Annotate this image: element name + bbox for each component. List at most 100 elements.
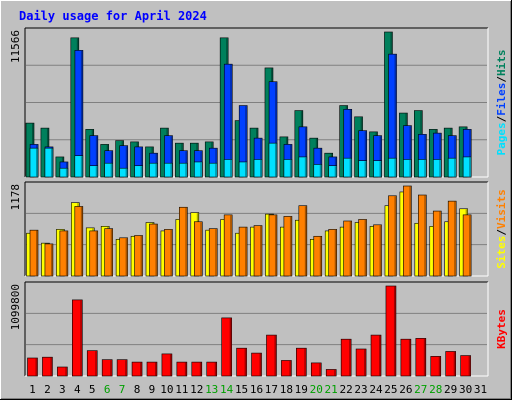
- bar-visits-day-10-body: [164, 229, 173, 277]
- chart-title: Daily usage for April 2024: [19, 9, 207, 23]
- bar-files-day-15-shade: [245, 106, 247, 177]
- day-label: 1: [29, 383, 36, 396]
- bar-kbytes-day-26-shade: [408, 339, 411, 376]
- bar-kbytes-day-4: [72, 299, 83, 377]
- bar-visits-day-28: [432, 210, 442, 277]
- bar-pages-day-29-body: [447, 157, 457, 178]
- bar-visits-day-22-shade: [349, 221, 352, 276]
- bar-kbytes-day-11-body: [176, 361, 188, 377]
- bar-files-day-8-shade: [140, 147, 143, 177]
- day-label: 25: [384, 383, 397, 396]
- day-label: 21: [325, 383, 338, 396]
- bar-kbytes-day-5-shade: [95, 351, 97, 376]
- bar-visits-day-26-shade: [409, 186, 411, 276]
- bar-kbytes-day-6-body: [101, 359, 113, 377]
- day-label: 7: [119, 383, 126, 396]
- bar-pages-day-17-shade: [274, 143, 277, 177]
- bar-visits-day-1-shade: [36, 230, 38, 276]
- day-label: 29: [444, 383, 457, 396]
- bar-pages-day-25: [388, 157, 397, 178]
- bar-pages-day-7: [119, 167, 128, 178]
- bar-kbytes-day-13: [206, 361, 218, 377]
- bar-pages-day-26-body: [403, 159, 412, 178]
- bar-visits-day-17: [268, 214, 278, 277]
- bar-pages-day-30-body: [462, 156, 472, 178]
- bar-pages-day-28: [432, 159, 442, 178]
- bar-visits-day-21-body: [328, 229, 338, 277]
- bar-pages-day-29: [447, 157, 457, 178]
- bar-kbytes-day-10-body: [161, 353, 173, 377]
- bar-pages-day-22: [343, 157, 352, 178]
- bar-visits-day-8: [134, 235, 143, 277]
- bar-kbytes-day-15-shade: [244, 348, 247, 376]
- bar-kbytes-day-15: [236, 347, 247, 377]
- bar-pages-day-20-body: [313, 164, 323, 178]
- bar-files-day-4-shade: [80, 50, 83, 177]
- bar-kbytes-day-1-body: [27, 357, 38, 377]
- bar-kbytes-day-10: [161, 353, 173, 377]
- bar-visits-day-11-body: [179, 206, 188, 277]
- bar-visits-day-6: [104, 228, 113, 277]
- bar-visits-day-22: [343, 220, 352, 277]
- bar-pages-day-13-body: [208, 162, 218, 178]
- bar-visits-day-11-shade: [185, 207, 187, 276]
- bar-visits-day-27-body: [418, 194, 427, 277]
- bar-visits-day-2-shade: [50, 244, 53, 276]
- bar-pages-day-8-shade: [140, 166, 143, 177]
- bar-pages-day-1-body: [29, 147, 39, 178]
- bar-pages-day-26: [403, 159, 412, 178]
- bar-pages-day-5-shade: [95, 166, 98, 177]
- bar-kbytes-day-30-body: [460, 355, 471, 377]
- bar-kbytes-day-20-shade: [319, 363, 321, 376]
- bar-visits-day-17-body: [268, 214, 278, 277]
- bar-pages-day-4: [74, 155, 84, 178]
- bar-visits-day-25: [388, 195, 397, 277]
- bar-kbytes-day-5-body: [86, 350, 98, 377]
- bar-pages-day-7-shade: [125, 168, 128, 177]
- day-label: 28: [429, 383, 442, 396]
- bar-kbytes-day-14-shade: [229, 318, 232, 376]
- bar-kbytes-day-16-shade: [259, 353, 262, 376]
- bar-kbytes-day-24-body: [370, 334, 382, 377]
- bar-pages-day-24-body: [373, 160, 382, 178]
- ymax-label-kbytes: 1099800: [9, 284, 22, 330]
- legend-files: Files: [495, 83, 508, 116]
- bar-pages-day-9-body: [149, 162, 158, 178]
- bar-pages-day-29-shade: [454, 158, 456, 177]
- bar-visits-day-30: [462, 214, 472, 277]
- day-label: 3: [59, 383, 66, 396]
- bar-kbytes-day-30-shade: [468, 356, 471, 376]
- bar-visits-day-19-shade: [304, 206, 307, 276]
- bar-pages-day-14: [223, 159, 233, 178]
- bar-visits-day-7-shade: [125, 238, 128, 276]
- day-label: 26: [399, 383, 412, 396]
- bar-files-day-26-shade: [409, 126, 411, 177]
- bar-pages-day-28-body: [432, 159, 442, 178]
- bar-pages-day-16-shade: [260, 159, 262, 177]
- bar-kbytes-day-22-body: [340, 338, 352, 377]
- bar-visits-day-27: [418, 194, 427, 277]
- bar-kbytes-day-25-shade: [393, 286, 396, 376]
- bar-visits-day-26-body: [403, 185, 412, 277]
- bar-kbytes-day-2: [42, 356, 53, 377]
- day-label: 20: [310, 383, 323, 396]
- bar-kbytes-day-4-body: [72, 299, 83, 377]
- bar-files-day-16-shade: [260, 138, 262, 177]
- bar-kbytes-day-7-body: [116, 359, 128, 377]
- bar-pages-day-16-body: [253, 159, 263, 178]
- bar-visits-day-16-shade: [260, 226, 262, 276]
- bar-pages-day-8: [134, 165, 143, 178]
- bar-visits-day-12-body: [193, 221, 203, 277]
- bar-pages-day-23: [358, 160, 367, 178]
- bar-kbytes-day-12: [191, 361, 203, 377]
- bar-pages-day-19-shade: [304, 157, 307, 177]
- bar-kbytes-day-13-shade: [214, 362, 217, 376]
- bar-kbytes-day-16-body: [251, 352, 262, 377]
- bar-kbytes-day-15-body: [236, 347, 247, 377]
- bar-kbytes-day-7-shade: [125, 360, 127, 376]
- bar-pages-day-28-shade: [439, 159, 441, 177]
- bar-visits-day-21: [328, 229, 338, 277]
- bar-kbytes-day-17-body: [266, 334, 277, 377]
- bar-visits-day-18-shade: [289, 216, 292, 276]
